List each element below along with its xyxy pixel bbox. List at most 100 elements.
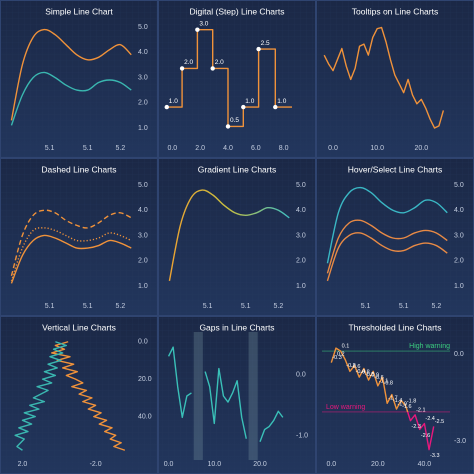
x-tick-label: 5.1	[83, 303, 93, 310]
panel-texture	[159, 317, 315, 473]
y-tick-label: 2.0	[138, 100, 148, 107]
gap-band	[248, 332, 258, 460]
data-label: 1.0	[245, 98, 254, 105]
y-tick-label: 5.0	[138, 24, 148, 31]
x-tick-label: 5.1	[241, 303, 251, 310]
x-tick-label: 5.1	[203, 303, 213, 310]
data-label: 0.5	[230, 117, 239, 124]
y-tick-label: -1.0	[296, 433, 308, 440]
y-tick-label: 3.0	[454, 232, 464, 239]
chart-title: Gaps in Line Charts	[199, 322, 274, 332]
x-tick-label: 5.1	[361, 303, 371, 310]
panel-texture	[1, 317, 157, 473]
data-label: 0.2	[337, 352, 345, 358]
series-line	[323, 26, 445, 129]
panel-texture	[1, 1, 157, 157]
step-point	[273, 104, 278, 110]
series-line	[10, 227, 132, 282]
x-tick-label: 20.0	[138, 376, 152, 383]
y-tick-label: 1.0	[138, 125, 148, 132]
y-tick-label: 1.0	[138, 283, 148, 290]
data-label: -0.8	[360, 370, 369, 376]
data-label: -0.6	[351, 364, 360, 370]
data-label: -3.3	[430, 453, 439, 459]
x-tick-label: 20.0	[371, 461, 385, 468]
x-tick-label: 5.2	[116, 303, 126, 310]
data-label: -0.9	[370, 373, 379, 379]
data-label: -2.3	[411, 424, 420, 430]
data-label: -2.6	[421, 433, 430, 439]
y-tick-label: 4.0	[454, 207, 464, 214]
chart-title: Gradient Line Charts	[198, 164, 276, 174]
data-label: -0.5	[365, 372, 374, 378]
y-tick-label: 2.0	[296, 258, 306, 265]
threshold-label: Low warning	[326, 404, 365, 411]
y-tick-label: 5.0	[454, 182, 464, 189]
y-tick-label: 1.0	[296, 283, 306, 290]
y-tick-label: 3.0	[138, 232, 148, 239]
panel-texture	[1, 159, 157, 315]
chart-title: Simple Line Chart	[45, 6, 113, 16]
step-point	[179, 66, 185, 71]
series-line	[10, 28, 132, 121]
data-label: 2.5	[261, 40, 270, 47]
step-point	[195, 27, 200, 32]
series-line	[326, 186, 448, 264]
chart-title: Dashed Line Charts	[41, 164, 116, 174]
y-tick-label: 0.0	[296, 371, 306, 378]
x-tick-label: 5.1	[45, 303, 55, 310]
panel-texture	[159, 159, 315, 315]
series-line	[10, 234, 132, 284]
data-label: -0.8	[384, 381, 393, 387]
x-tick-label: 0.0	[167, 145, 177, 152]
x-tick-label: 0.0	[138, 339, 148, 346]
y-tick-label: 2.0	[454, 258, 464, 265]
series-line	[326, 232, 448, 282]
data-label: -1.7	[388, 396, 397, 402]
data-label: -0.6	[374, 375, 383, 381]
data-label: -2.4	[425, 416, 434, 422]
y-tick-label: 3.0	[296, 232, 306, 239]
data-label: -1.4	[393, 398, 402, 404]
x-tick-label: 40.0	[138, 413, 152, 420]
x-tick-label: 2.0	[195, 145, 205, 152]
y-tick-label: 4.0	[296, 207, 306, 214]
step-point	[241, 104, 246, 110]
chart-title: Hover/Select Line Charts	[348, 164, 443, 174]
data-label: 3.0	[199, 20, 208, 27]
series-line	[10, 209, 132, 277]
threshold-label: High warning	[409, 343, 450, 350]
chart-title: Digital (Step) Line Charts	[190, 6, 285, 16]
data-label: -1.1	[379, 378, 388, 384]
data-label: -0.4	[356, 369, 365, 375]
series-line	[10, 71, 132, 126]
data-label: -2.5	[435, 419, 444, 425]
x-tick-label: 0.0	[328, 145, 338, 152]
y-tick-label: 2.0	[138, 258, 148, 265]
y-tick-label: 0.0	[454, 351, 464, 358]
data-label: -1.9	[397, 402, 406, 408]
series-line	[166, 29, 292, 128]
step-point	[225, 124, 231, 129]
data-label: 2.0	[184, 59, 193, 66]
y-tick-label: -2.0	[90, 461, 102, 468]
x-tick-label: 5.1	[45, 145, 55, 152]
data-label: -1.6	[402, 404, 411, 410]
x-tick-label: 5.1	[83, 145, 93, 152]
series-line	[168, 189, 290, 282]
x-tick-label: 4.0	[223, 145, 233, 152]
data-label: -1.8	[407, 399, 416, 405]
data-label: -0.3	[332, 355, 341, 361]
panel-texture	[317, 1, 473, 157]
x-tick-label: 0.0	[326, 461, 336, 468]
series-line	[326, 219, 448, 274]
x-tick-label: 5.2	[274, 303, 284, 310]
panel-texture	[317, 317, 473, 473]
panel-texture	[159, 1, 315, 157]
y-tick-label: 1.0	[454, 283, 464, 290]
y-tick-label: 4.0	[138, 49, 148, 56]
data-label: 0.1	[342, 344, 350, 350]
y-tick-label: 5.0	[138, 182, 148, 189]
chart-title: Thresholded Line Charts	[348, 322, 441, 332]
